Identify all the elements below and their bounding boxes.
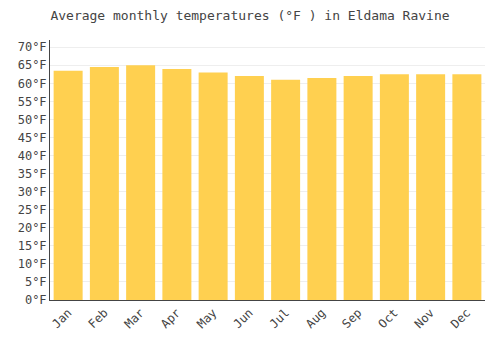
svg-text:65°F: 65°F [18, 58, 47, 72]
svg-text:30°F: 30°F [18, 185, 47, 199]
svg-text:5°F: 5°F [25, 275, 47, 289]
svg-text:10°F: 10°F [18, 257, 47, 271]
svg-text:35°F: 35°F [18, 167, 47, 181]
svg-text:Jan: Jan [49, 306, 74, 331]
svg-text:May: May [194, 306, 219, 331]
svg-text:Feb: Feb [86, 306, 111, 331]
svg-text:25°F: 25°F [18, 203, 47, 217]
svg-text:Jul: Jul [267, 306, 292, 331]
svg-text:50°F: 50°F [18, 113, 47, 127]
svg-text:Dec: Dec [448, 306, 473, 331]
svg-text:Jun: Jun [231, 306, 256, 331]
svg-text:70°F: 70°F [18, 40, 47, 54]
svg-text:40°F: 40°F [18, 149, 47, 163]
svg-text:Aug: Aug [303, 306, 328, 331]
svg-text:15°F: 15°F [18, 239, 47, 253]
svg-text:Nov: Nov [412, 306, 437, 331]
svg-text:45°F: 45°F [18, 131, 47, 145]
svg-text:Apr: Apr [158, 306, 183, 331]
svg-text:20°F: 20°F [18, 221, 47, 235]
svg-text:55°F: 55°F [18, 95, 47, 109]
svg-text:Oct: Oct [376, 306, 401, 331]
svg-text:60°F: 60°F [18, 77, 47, 91]
svg-text:Sep: Sep [339, 306, 364, 331]
svg-text:Average monthly temperatures (: Average monthly temperatures (°F ) in El… [50, 8, 449, 23]
svg-text:0°F: 0°F [25, 293, 47, 307]
svg-text:Mar: Mar [122, 306, 147, 331]
